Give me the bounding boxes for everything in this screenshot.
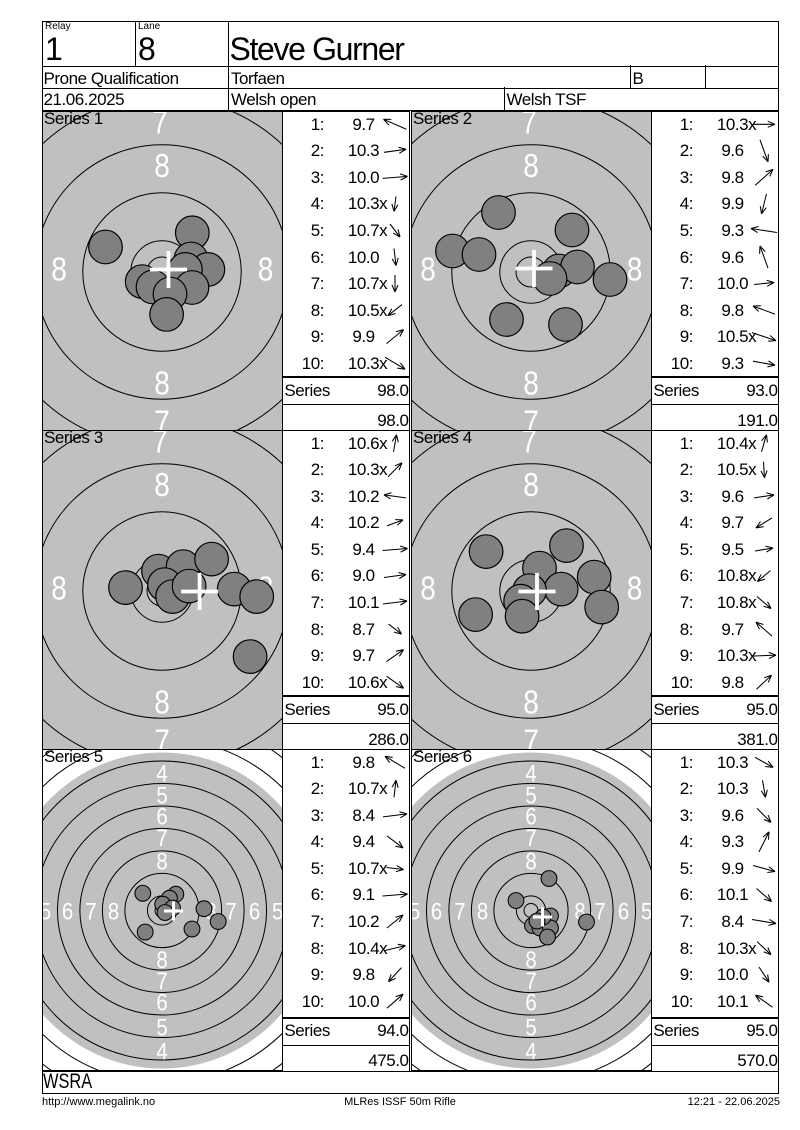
svg-text:8: 8 (51, 251, 67, 288)
svg-text:4: 4 (525, 760, 536, 787)
svg-text:8: 8 (525, 848, 536, 875)
svg-text:8: 8 (258, 251, 274, 288)
svg-text:6: 6 (525, 989, 536, 1016)
svg-text:8: 8 (156, 946, 167, 973)
svg-text:8: 8 (523, 467, 539, 504)
svg-text:8: 8 (108, 898, 119, 925)
svg-text:8: 8 (523, 684, 539, 721)
svg-text:6: 6 (156, 803, 167, 830)
svg-text:7: 7 (525, 825, 536, 852)
svg-text:7: 7 (156, 967, 167, 994)
svg-text:Series 5: Series 5 (44, 749, 103, 766)
svg-text:Series 3: Series 3 (44, 430, 103, 447)
svg-text:8: 8 (525, 946, 536, 973)
svg-text:8: 8 (574, 898, 585, 925)
svg-text:8: 8 (627, 251, 643, 288)
svg-text:8: 8 (523, 365, 539, 402)
svg-text:7: 7 (521, 111, 537, 141)
svg-text:6: 6 (62, 898, 73, 925)
svg-text:7: 7 (154, 723, 170, 750)
svg-text:5: 5 (525, 782, 536, 809)
svg-text:8: 8 (154, 148, 170, 185)
svg-text:4: 4 (156, 1038, 167, 1065)
svg-text:7: 7 (152, 430, 168, 460)
svg-text:7: 7 (85, 898, 96, 925)
svg-text:Series 6: Series 6 (413, 749, 472, 766)
svg-text:7: 7 (594, 898, 605, 925)
svg-text:6: 6 (156, 989, 167, 1016)
svg-text:5: 5 (411, 898, 420, 925)
svg-text:7: 7 (454, 898, 465, 925)
svg-text:Series 4: Series 4 (413, 430, 472, 447)
svg-text:8: 8 (154, 467, 170, 504)
svg-text:8: 8 (154, 365, 170, 402)
svg-text:6: 6 (249, 898, 260, 925)
svg-text:7: 7 (225, 898, 236, 925)
svg-text:5: 5 (525, 1014, 536, 1041)
svg-text:8: 8 (627, 570, 643, 607)
svg-text:4: 4 (156, 760, 167, 787)
svg-text:7: 7 (523, 404, 539, 431)
svg-text:7: 7 (152, 111, 168, 141)
svg-text:7: 7 (156, 825, 167, 852)
svg-text:8: 8 (420, 570, 436, 607)
svg-text:5: 5 (272, 898, 283, 925)
svg-text:5: 5 (156, 782, 167, 809)
svg-text:5: 5 (641, 898, 652, 925)
svg-text:Series 1: Series 1 (44, 111, 103, 128)
svg-text:4: 4 (525, 1038, 536, 1065)
svg-text:8: 8 (154, 684, 170, 721)
svg-text:7: 7 (521, 430, 537, 460)
svg-text:7: 7 (523, 723, 539, 750)
svg-text:7: 7 (525, 967, 536, 994)
svg-text:5: 5 (156, 1014, 167, 1041)
svg-text:Series 2: Series 2 (413, 111, 472, 128)
svg-text:8: 8 (420, 251, 436, 288)
svg-text:8: 8 (523, 148, 539, 185)
svg-text:6: 6 (618, 898, 629, 925)
svg-text:8: 8 (156, 848, 167, 875)
svg-text:8: 8 (477, 898, 488, 925)
svg-text:7: 7 (154, 404, 170, 431)
svg-text:6: 6 (431, 898, 442, 925)
svg-text:8: 8 (51, 570, 67, 607)
svg-text:5: 5 (42, 898, 51, 925)
svg-text:6: 6 (525, 803, 536, 830)
